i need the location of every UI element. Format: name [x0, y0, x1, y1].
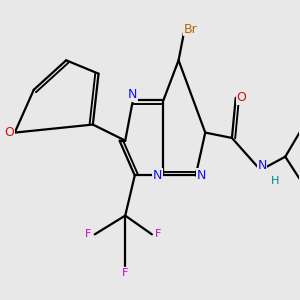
Text: F: F: [155, 229, 162, 239]
Text: O: O: [237, 91, 247, 104]
Text: N: N: [257, 159, 267, 172]
Text: N: N: [128, 88, 137, 101]
Text: H: H: [271, 176, 280, 186]
Text: F: F: [122, 268, 128, 278]
Text: O: O: [4, 126, 14, 139]
Text: N: N: [153, 169, 162, 182]
Text: Br: Br: [184, 23, 198, 36]
Text: N: N: [197, 169, 206, 182]
Text: F: F: [85, 229, 92, 239]
